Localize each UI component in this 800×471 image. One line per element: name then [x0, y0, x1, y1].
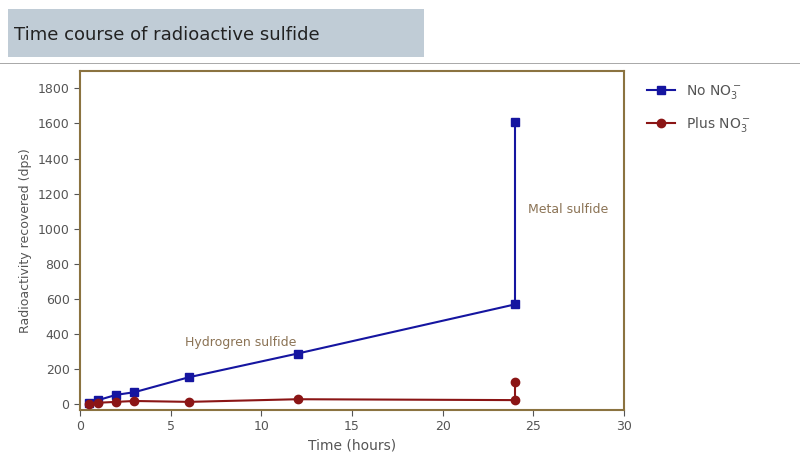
Text: Time course of radioactive sulfide: Time course of radioactive sulfide	[14, 26, 320, 44]
Y-axis label: Radioactivity recovered (dps): Radioactivity recovered (dps)	[19, 148, 32, 333]
Text: Hydrogren sulfide: Hydrogren sulfide	[185, 336, 297, 349]
Text: Metal sulfide: Metal sulfide	[528, 203, 608, 216]
Legend: No NO$_3^-$, Plus NO$_3^-$: No NO$_3^-$, Plus NO$_3^-$	[642, 78, 757, 139]
X-axis label: Time (hours): Time (hours)	[308, 439, 396, 453]
